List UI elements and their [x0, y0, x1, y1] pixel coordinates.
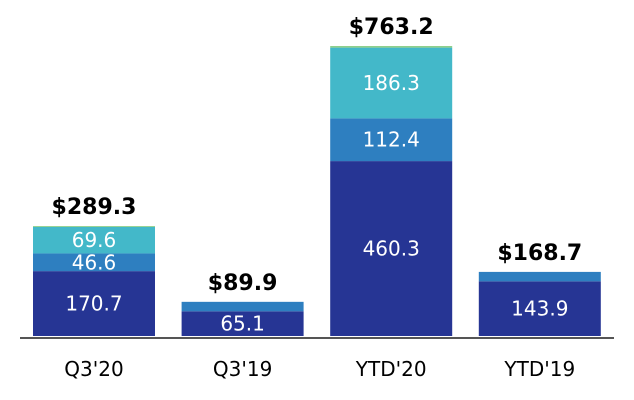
data-label: 143.9 [511, 297, 568, 321]
bar-segment [181, 311, 304, 336]
bar-segment [478, 281, 601, 336]
bar-segment [181, 301, 304, 312]
bar-segment [330, 118, 453, 162]
x-tick-label: Q3'20 [64, 357, 123, 381]
bar-segment [33, 271, 155, 336]
bar-segment [330, 47, 453, 119]
data-label: 46.6 [72, 250, 117, 274]
bar-segment [478, 271, 601, 282]
data-label: 69.6 [72, 228, 117, 252]
total-label: $168.7 [497, 241, 582, 266]
data-label: 460.3 [363, 237, 420, 261]
x-tick-label: Q3'19 [213, 357, 272, 381]
data-label: 65.1 [220, 312, 265, 336]
x-tick-label: YTD'19 [503, 357, 575, 381]
data-label: 186.3 [363, 71, 420, 95]
bar-segment [330, 161, 453, 336]
x-tick-label: YTD'20 [355, 357, 427, 381]
bar-segment [330, 46, 453, 48]
bar-segment [33, 226, 155, 254]
total-label: $763.2 [349, 15, 434, 40]
data-label: 170.7 [65, 292, 122, 316]
bar-group [33, 46, 601, 336]
total-label: $289.3 [52, 195, 137, 220]
bar-segment [33, 253, 155, 272]
label-group: 170.7 46.669.6 $289.3 Q3'20 65.1 $89.9 Q3'19 46… [52, 15, 583, 381]
total-label: $89.9 [208, 271, 278, 296]
data-label: 112.4 [363, 128, 420, 152]
bar-segment [33, 226, 155, 227]
